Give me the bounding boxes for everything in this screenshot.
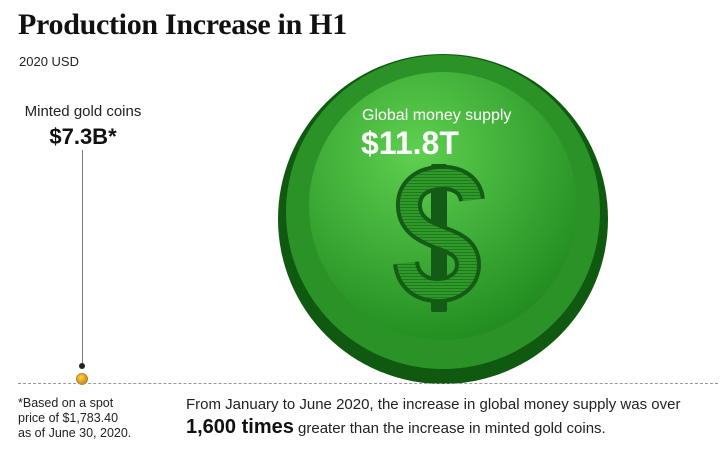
caption-line-1: From January to June 2020, the increase … [186,396,681,413]
page-subtitle: 2020 USD [19,54,79,69]
caption: From January to June 2020, the increase … [186,393,716,440]
caption-emphasis: 1,600 times [186,416,294,438]
money-supply-value: $11.8T [361,125,459,161]
footnote-line: *Based on a spot [18,396,114,410]
footnote-line: as of June 30, 2020. [18,426,132,440]
page-title: Production Increase in H1 [18,8,347,41]
footnote-line: price of $1,783.40 [18,411,119,425]
money-supply-label: Global money supply [362,107,511,124]
gold-coins-value: $7.3B* [49,124,117,149]
leader-line [82,150,83,366]
money-supply-coin: Global money supply $11.8T [278,54,608,384]
caption-line-2: 1,600 times greater than the increase in… [186,416,716,440]
dollar-sign-icon [393,164,485,312]
baseline-divider [18,383,718,384]
footnote: *Based on a spot price of $1,783.40 as o… [18,396,168,441]
gold-coin-icon [76,373,88,385]
leader-dot [79,363,85,369]
gold-coins-label: Minted gold coins [24,103,142,120]
caption-rest: greater than the increase in minted gold… [293,420,606,437]
